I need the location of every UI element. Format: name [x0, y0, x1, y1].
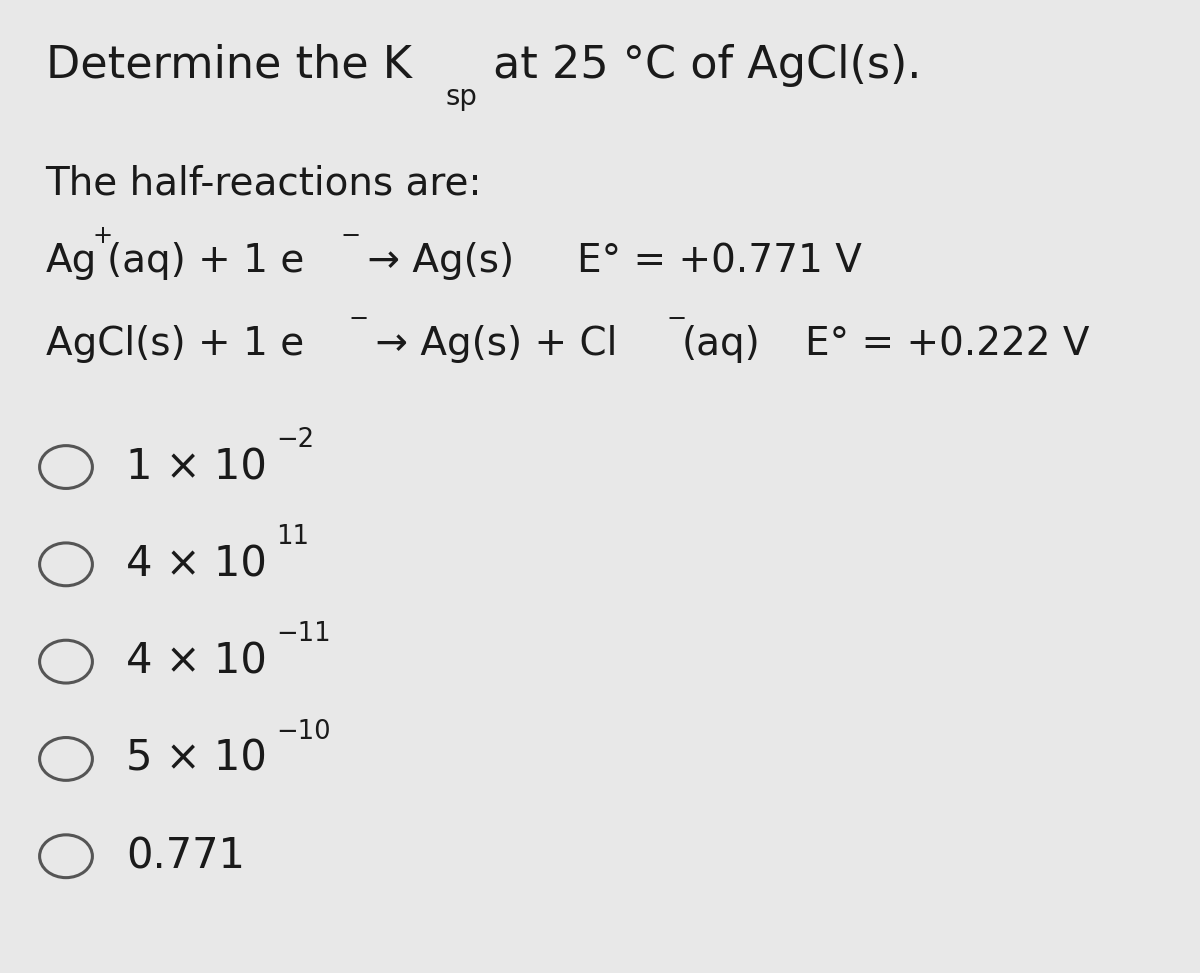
Text: −10: −10	[276, 719, 331, 744]
Text: −: −	[349, 306, 370, 331]
Text: (aq) + 1 e: (aq) + 1 e	[107, 242, 304, 280]
Text: Ag: Ag	[46, 242, 97, 280]
Text: −11: −11	[276, 622, 331, 647]
Text: 4 × 10: 4 × 10	[126, 640, 266, 683]
Text: E° = +0.771 V: E° = +0.771 V	[577, 242, 862, 280]
Text: 0.771: 0.771	[126, 835, 245, 878]
Text: The half-reactions are:: The half-reactions are:	[46, 164, 482, 202]
Text: −: −	[667, 306, 686, 331]
Text: at 25 °C of AgCl(s).: at 25 °C of AgCl(s).	[479, 44, 922, 87]
Text: (aq): (aq)	[682, 325, 760, 363]
Text: → Ag(s) + Cl: → Ag(s) + Cl	[364, 325, 618, 363]
Text: AgCl(s) + 1 e: AgCl(s) + 1 e	[46, 325, 304, 363]
Text: 11: 11	[276, 524, 310, 550]
Text: Determine the K: Determine the K	[46, 44, 412, 87]
Text: −2: −2	[276, 427, 314, 452]
Text: 5 × 10: 5 × 10	[126, 738, 266, 780]
Text: 1 × 10: 1 × 10	[126, 446, 266, 488]
Text: −: −	[340, 224, 360, 248]
Text: E° = +0.222 V: E° = +0.222 V	[804, 325, 1090, 363]
Text: 4 × 10: 4 × 10	[126, 543, 266, 586]
Text: → Ag(s): → Ag(s)	[354, 242, 514, 280]
Text: sp: sp	[445, 83, 478, 111]
Text: +: +	[92, 224, 113, 248]
